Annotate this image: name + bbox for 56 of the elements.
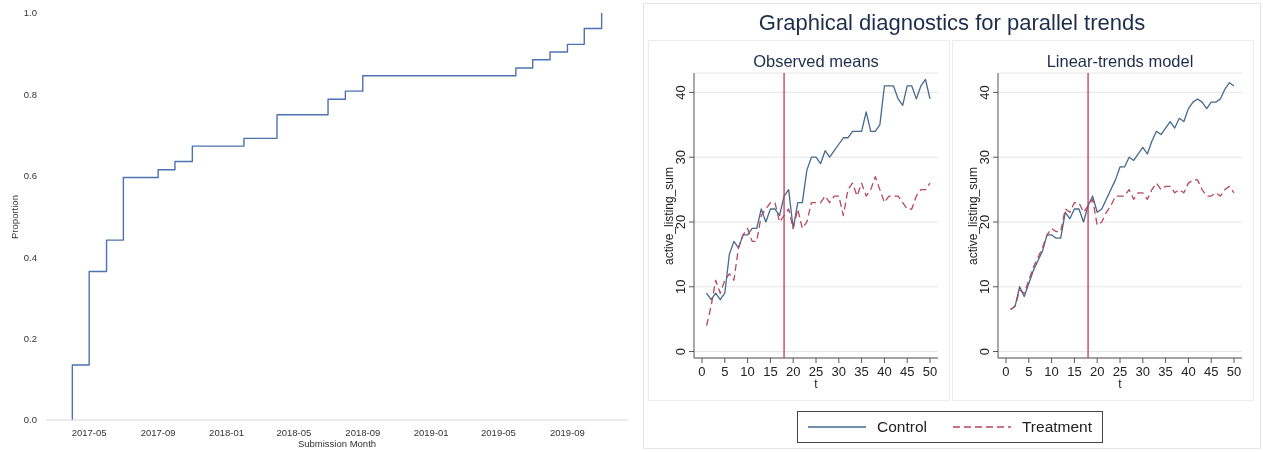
x-tick-label: 15 (1067, 364, 1082, 380)
x-tick-label: 30 (1135, 364, 1151, 380)
x-tick-label: 20 (785, 364, 801, 380)
x-tick-label: 50 (1226, 364, 1242, 380)
x-tick-label: 15 (763, 364, 778, 380)
x-tick-label: 25 (1112, 364, 1128, 380)
y-tick-label: 30 (673, 149, 688, 165)
y-tick-label: 0 (977, 347, 992, 356)
y-tick-label: 40 (977, 85, 992, 100)
y-tick-label: 1.0 (23, 7, 37, 19)
x-tick-label: 2017-09 (140, 426, 176, 438)
x-tick-label: 2017-05 (71, 426, 107, 438)
x-tick-label: 50 (922, 364, 938, 380)
x-tick-label: 40 (877, 364, 892, 380)
x-tick-label: 20 (1089, 364, 1105, 380)
y-tick-label: 0 (673, 347, 688, 356)
y-tick-label: 0.4 (23, 251, 37, 263)
x-tick-label: 10 (1044, 364, 1059, 380)
y-tick-label: 30 (977, 149, 992, 165)
x-axis-title: t (813, 377, 819, 392)
x-tick-label: 35 (854, 364, 869, 380)
x-tick-label: 0 (1002, 364, 1010, 380)
legend-label: Treatment (1021, 418, 1093, 436)
x-tick-label: 2019-01 (413, 426, 449, 438)
x-tick-label: 5 (1025, 364, 1033, 380)
y-tick-label: 40 (673, 85, 688, 100)
legend-label: Control (876, 418, 927, 436)
y-tick-label: 0.8 (23, 88, 37, 100)
y-tick-label: 0.2 (23, 332, 37, 344)
x-tick-label: 45 (899, 364, 915, 380)
x-tick-label: 40 (1181, 364, 1196, 380)
chart-title: Graphical diagnostics for parallel trends (758, 10, 1146, 36)
chart-subtitle: Linear-trends model (1045, 52, 1195, 71)
x-axis-title: Submission Month (296, 438, 378, 450)
x-tick-label: 35 (1158, 364, 1173, 380)
y-axis-title: Proportion (8, 194, 21, 239)
x-tick-label: 2019-05 (481, 426, 516, 438)
y-tick-label: 0.6 (23, 170, 37, 182)
x-tick-label: 0 (698, 364, 706, 380)
x-tick-label: 30 (831, 364, 847, 380)
x-tick-label: 45 (1203, 364, 1219, 380)
y-tick-label: 10 (673, 279, 688, 294)
line-series (1009, 179, 1235, 311)
y-tick-label: 0.0 (23, 414, 37, 426)
x-axis-title: t (1117, 377, 1123, 392)
x-tick-label: 2018-05 (276, 426, 312, 438)
x-tick-label: 10 (740, 364, 755, 380)
x-tick-label: 25 (808, 364, 824, 380)
x-tick-label: 5 (721, 364, 729, 380)
line-series (705, 78, 931, 301)
x-tick-label: 2018-01 (209, 426, 244, 438)
line-series (705, 175, 931, 327)
y-tick-label: 10 (977, 279, 992, 294)
chart-subtitle: Observed means (752, 52, 880, 71)
x-tick-label: 2018-09 (345, 426, 381, 438)
x-tick-label: 2019-09 (550, 426, 585, 438)
